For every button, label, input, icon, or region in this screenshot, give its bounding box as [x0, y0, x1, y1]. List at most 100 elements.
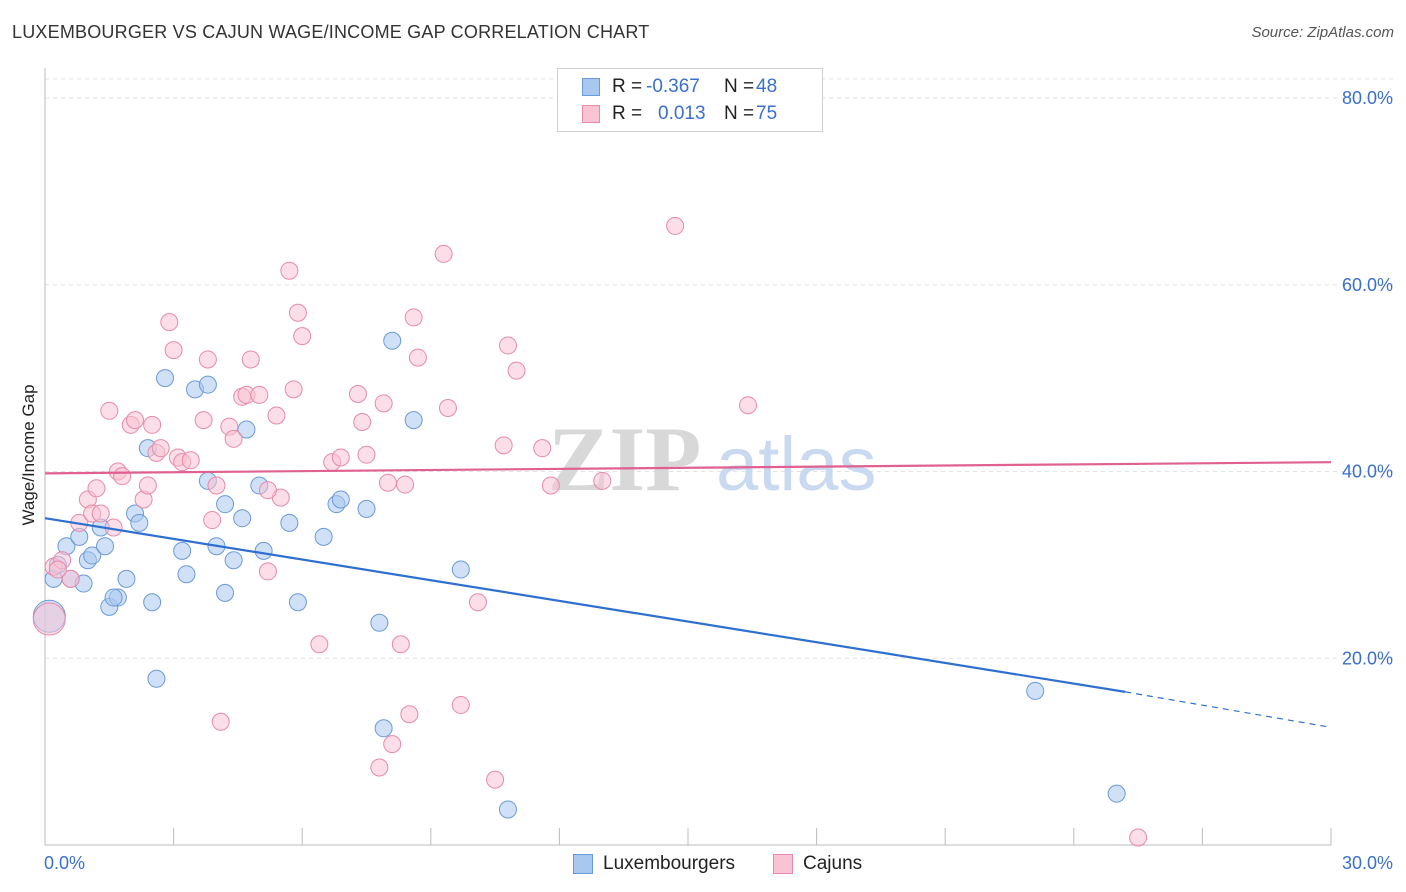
cajun-point [100, 401, 119, 420]
luxembourger-point [374, 719, 393, 738]
bottom-legend-label-cajuns: Cajuns [803, 853, 863, 874]
cajun-point [207, 476, 226, 495]
cajun-point [451, 695, 470, 714]
cajun-point [378, 473, 397, 492]
cajun-point [370, 758, 389, 777]
luxembourger-point [314, 527, 333, 546]
cajun-point [113, 467, 132, 486]
watermark: ZIP atlas [548, 408, 877, 510]
luxembourger-point [177, 565, 196, 584]
x-tick-label: 30.0% [1342, 853, 1393, 873]
cajun-point [541, 476, 560, 495]
grid-lines [45, 78, 1393, 659]
cajun-point [468, 593, 487, 612]
chart-title: LUXEMBOURGER VS CAJUN WAGE/INCOME GAP CO… [12, 22, 650, 42]
y-axis-label: Wage/Income Gap [19, 384, 38, 525]
cajun-point [126, 411, 145, 430]
luxembourgers-trend-extension [1125, 691, 1332, 728]
cajun-point [666, 216, 685, 235]
bottom-legend-cajuns: Cajuns [773, 853, 862, 875]
cajun-point [198, 350, 217, 369]
r-label: R = [612, 76, 643, 97]
tick-labels: 20.0% 40.0% 60.0% 80.0% 0.0% 30.0% [44, 88, 1393, 873]
cajun-point [151, 439, 170, 458]
r-value: -0.367 [646, 76, 700, 97]
bottom-swatch-luxembourgers [573, 854, 593, 874]
trend-lines [44, 461, 1332, 728]
luxembourger-point [331, 490, 350, 509]
cajuns-points [32, 90, 1148, 847]
luxembourger-point [383, 331, 402, 350]
cajun-point [374, 394, 393, 413]
cajun-point [357, 445, 376, 464]
cajun-point [203, 511, 222, 530]
bottom-legend-luxembourgers: Luxembourgers [573, 853, 735, 875]
y-tick-label: 40.0% [1342, 462, 1393, 482]
x-tick-label: 0.0% [44, 853, 85, 873]
luxembourgers-points [32, 331, 1126, 819]
cajun-point [250, 385, 269, 404]
cajun-point [224, 429, 243, 448]
luxembourger-point [280, 513, 299, 532]
luxembourger-point [147, 669, 166, 688]
cajun-point [138, 476, 157, 495]
n-value: 75 [756, 103, 778, 124]
cajun-point [61, 569, 80, 588]
luxembourger-point [404, 411, 423, 430]
cajun-point [400, 705, 419, 724]
luxembourger-point [1107, 784, 1126, 803]
luxembourger-point [216, 583, 235, 602]
legend-row-cajuns: R = 0.013 N = 75 [582, 101, 777, 127]
cajun-point [593, 471, 612, 490]
n-label: N = [724, 103, 755, 124]
cajun-point [404, 308, 423, 327]
luxembourger-point [143, 593, 162, 612]
cajun-point [181, 451, 200, 470]
cajun-point [498, 336, 517, 355]
luxembourger-point [370, 613, 389, 632]
cajun-point [91, 504, 110, 523]
cajun-point [280, 261, 299, 280]
cajun-point [494, 436, 513, 455]
luxembourger-point [173, 541, 192, 560]
r-value: 0.013 [658, 103, 706, 124]
cajun-point [293, 327, 312, 346]
cajun-point [486, 770, 505, 789]
cajun-point [284, 380, 303, 399]
axes [44, 68, 1332, 846]
cajun-point [32, 602, 66, 636]
cajun-point [348, 384, 367, 403]
cajun-point [310, 635, 329, 654]
bottom-legend-label-luxembourgers: Luxembourgers [603, 853, 736, 874]
cajun-point [160, 313, 179, 332]
cajun-point [267, 406, 286, 425]
cajun-point [1129, 828, 1148, 847]
luxembourger-point [224, 551, 243, 570]
bottom-swatch-cajuns [773, 854, 793, 874]
cajun-point [507, 361, 526, 380]
luxembourger-point [254, 541, 273, 560]
legend-swatch-luxembourgers [582, 78, 600, 96]
y-tick-label: 80.0% [1342, 88, 1393, 108]
luxembourger-point [233, 509, 252, 528]
legend-row-luxembourgers: R = -0.367 N = 48 [582, 74, 777, 100]
luxembourger-point [117, 569, 136, 588]
cajun-point [258, 481, 277, 500]
cajun-point [194, 411, 213, 430]
cajun-point [434, 244, 453, 263]
n-value: 48 [756, 76, 778, 97]
cajun-point [533, 439, 552, 458]
cajuns-trend-line [44, 461, 1332, 475]
luxembourger-point [156, 369, 175, 388]
luxembourger-point [357, 499, 376, 518]
watermark-atlas: atlas [716, 422, 877, 507]
luxembourger-point [498, 800, 517, 819]
luxembourgers-trend-line [44, 517, 1126, 693]
cajun-point [438, 399, 457, 418]
r-label: R = [612, 103, 643, 124]
luxembourger-point [451, 560, 470, 579]
cajun-point [739, 396, 758, 415]
luxembourger-point [130, 513, 149, 532]
n-label: N = [724, 76, 755, 97]
